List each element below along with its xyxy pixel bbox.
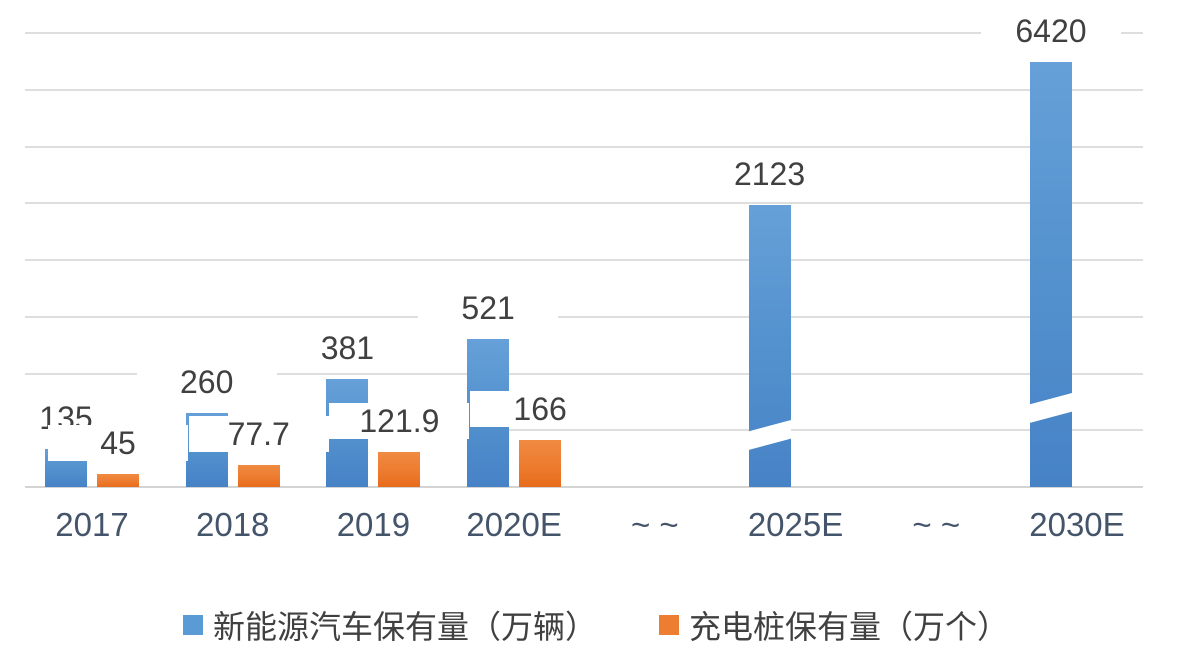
data-label-charger-2018: 77.7	[188, 415, 329, 452]
x-tick-label: 2020E	[466, 506, 562, 543]
axis-break-slash	[1029, 390, 1072, 426]
x-axis-line	[25, 486, 1143, 488]
axis-break-tick-label: ~ ~	[912, 506, 961, 543]
data-label-charger-2019: 121.9	[329, 403, 470, 440]
gridline	[25, 259, 1143, 261]
data-label-nev-2030E: 6420	[980, 12, 1121, 49]
bar-charger-2019	[378, 452, 421, 487]
data-label-nev-2025E: 2123	[699, 155, 840, 192]
gridline	[25, 202, 1143, 205]
legend-label-charger: 充电桩保有量（万个）	[689, 609, 1010, 645]
data-label-charger-2017: 45	[48, 425, 188, 462]
legend-item-charger: 充电桩保有量（万个）	[659, 602, 1009, 648]
bar-charger-2017	[97, 474, 139, 487]
x-tick-label: 2017	[55, 506, 129, 543]
bar-nev-2025E	[748, 204, 791, 487]
gridline	[25, 372, 1143, 375]
x-tick-label: 2030E	[1029, 506, 1125, 543]
legend: 新能源汽车保有量（万辆） 充电桩保有量（万个）	[0, 600, 1192, 650]
legend-item-nev: 新能源汽车保有量（万辆）	[182, 602, 597, 648]
bar-charger-2020E	[519, 439, 562, 487]
gridline	[25, 32, 1143, 34]
gridline	[25, 145, 1143, 148]
legend-swatch-charger-icon	[659, 615, 679, 635]
data-label-nev-2018: 260	[136, 364, 277, 401]
bar-charger-2018	[237, 464, 280, 487]
data-label-nev-2019: 381	[277, 329, 418, 366]
gridline	[25, 88, 1143, 91]
x-tick-label: 2018	[195, 506, 270, 543]
legend-label-nev: 新能源汽车保有量（万辆）	[212, 609, 597, 645]
axis-break-slash	[748, 417, 791, 453]
legend-swatch-nev-icon	[182, 615, 203, 635]
gridline	[25, 429, 1143, 432]
bar-nev-2030E	[1029, 61, 1072, 487]
data-label-nev-2020E: 521	[418, 290, 559, 327]
x-tick-label: 2019	[336, 506, 411, 543]
gridline	[25, 315, 1143, 318]
data-label-charger-2020E: 166	[470, 390, 611, 427]
x-tick-label: 2025E	[747, 506, 844, 543]
axis-break-tick-label: ~ ~	[630, 506, 679, 543]
